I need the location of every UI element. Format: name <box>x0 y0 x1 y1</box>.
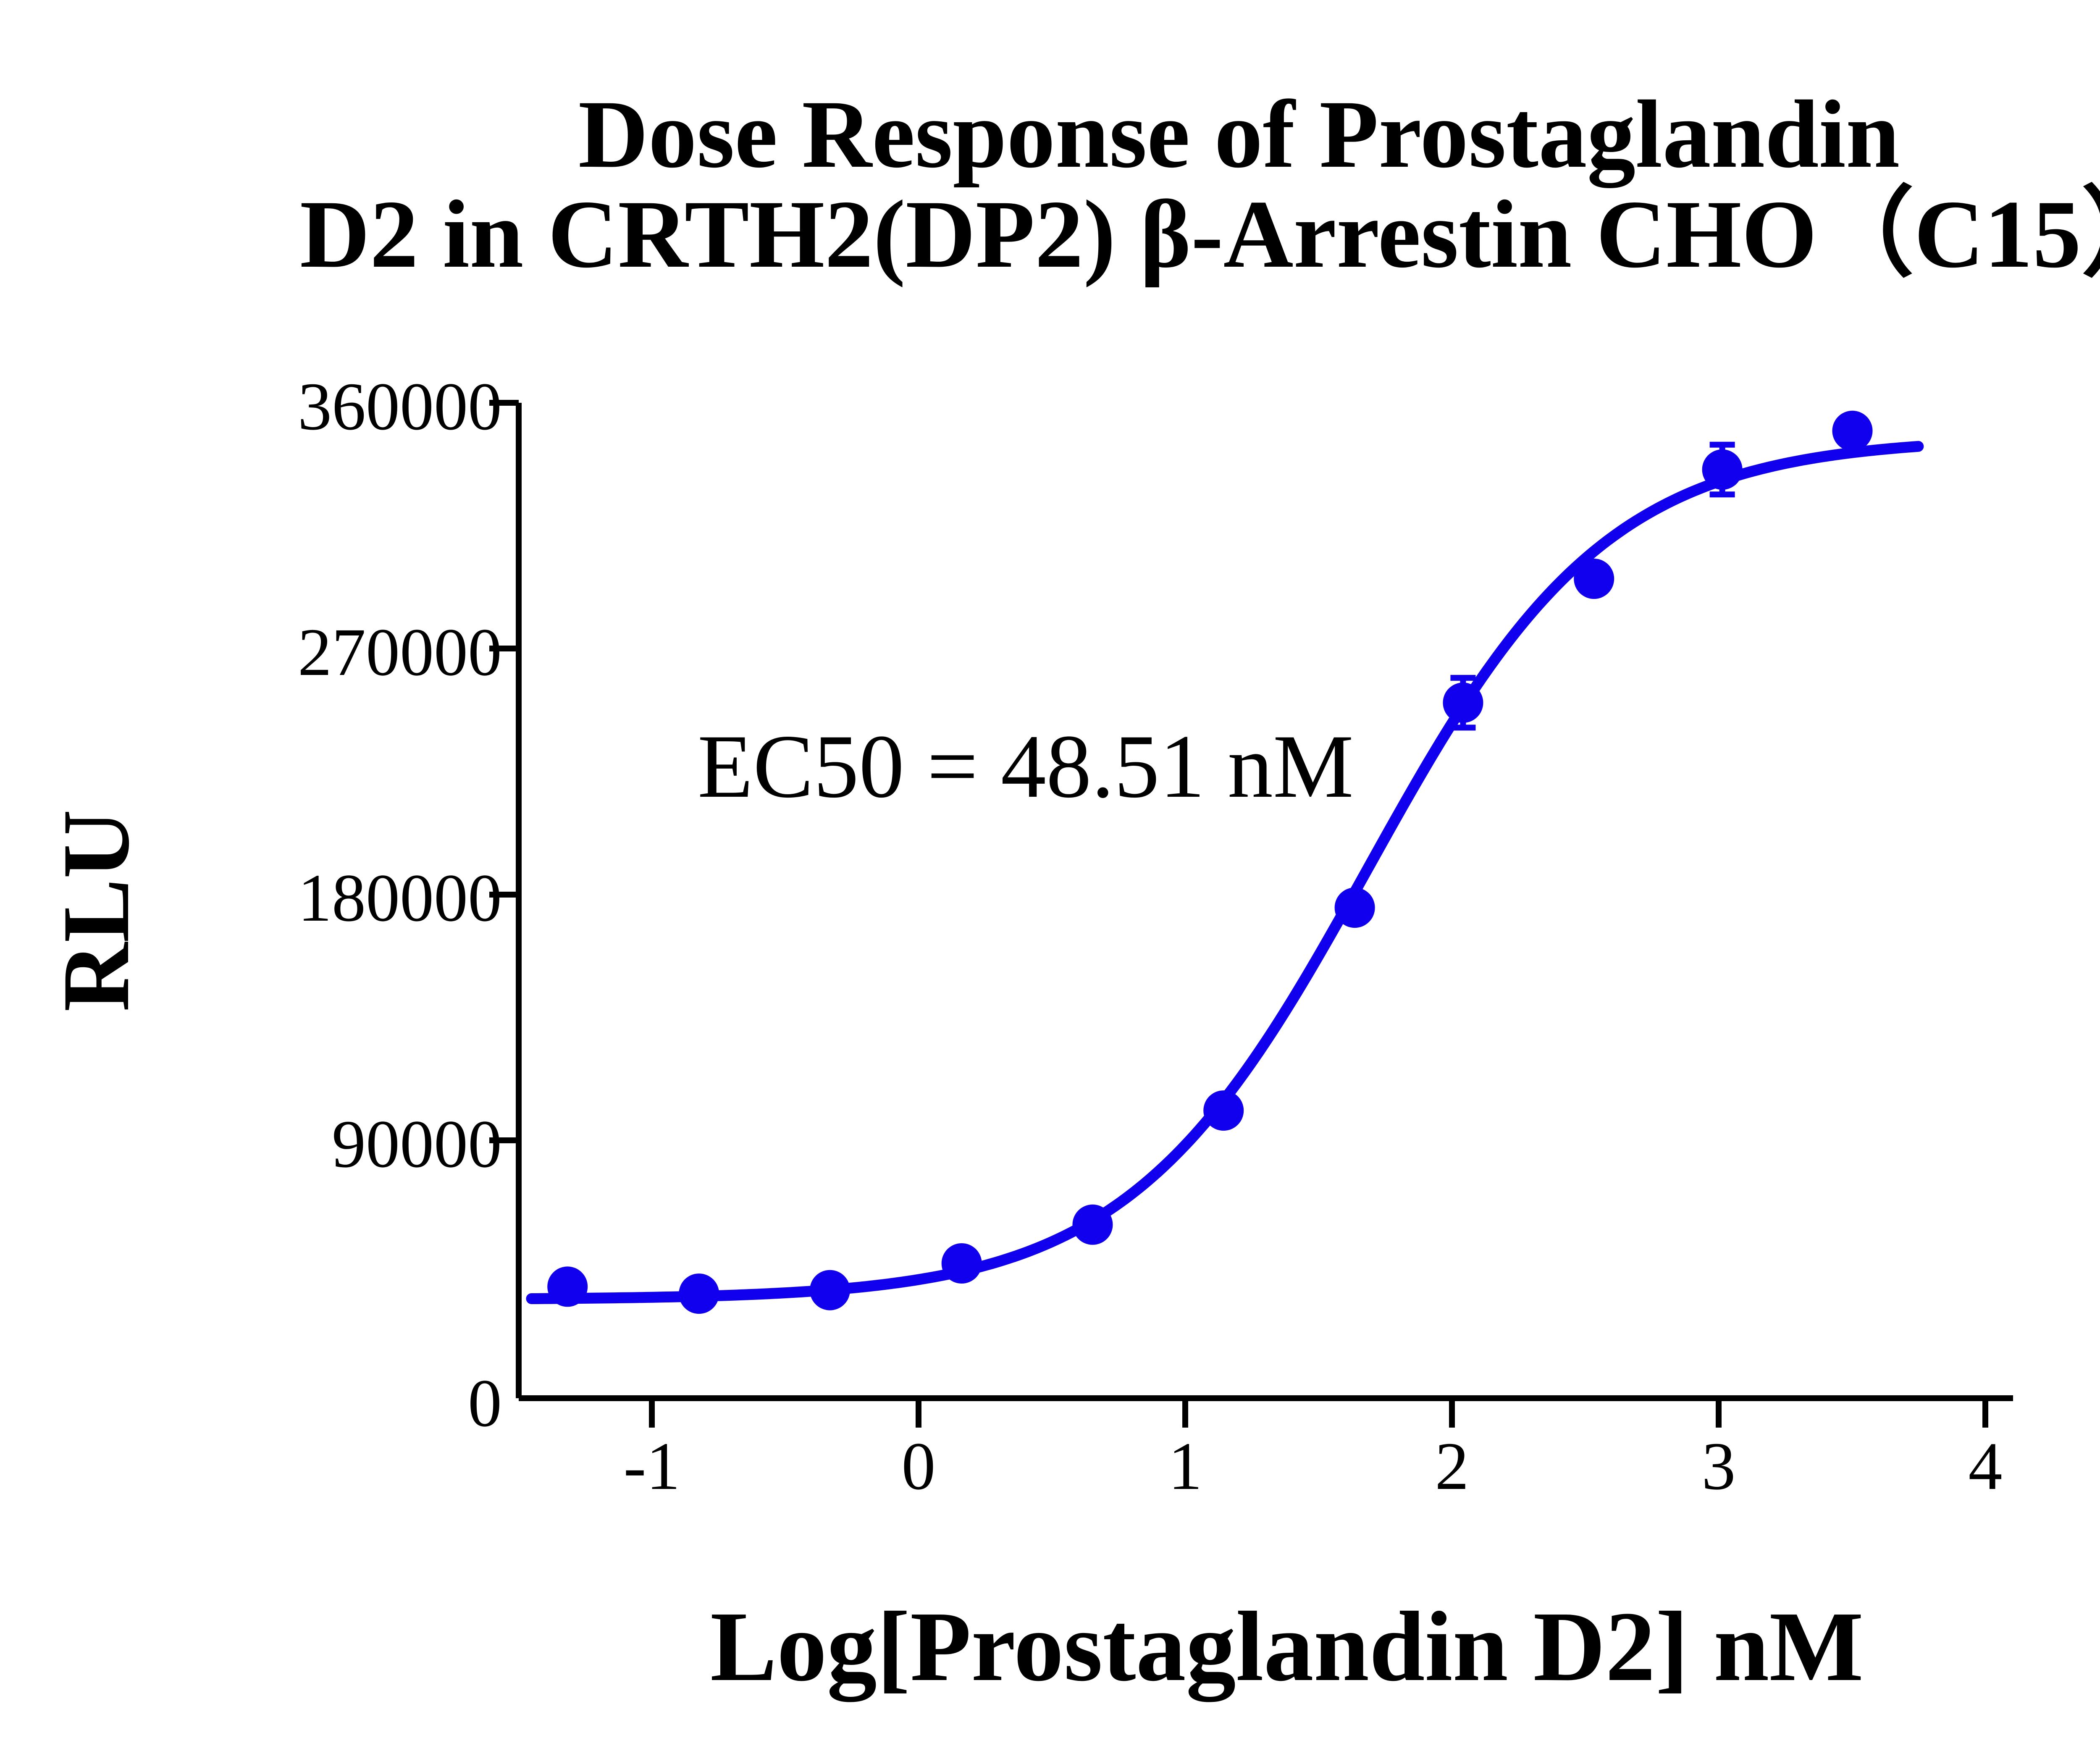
svg-text:0: 0 <box>902 1429 936 1504</box>
svg-text:D2 in CRTH2(DP2) β-Arrestin CH: D2 in CRTH2(DP2) β-Arrestin CHO（C15） <box>300 180 2100 288</box>
svg-text:0: 0 <box>468 1366 502 1441</box>
svg-text:RLU: RLU <box>43 809 149 1011</box>
svg-text:-1: -1 <box>624 1429 680 1504</box>
svg-text:180000: 180000 <box>298 861 502 936</box>
svg-text:1: 1 <box>1168 1429 1202 1504</box>
svg-text:Dose Response of Prostaglandin: Dose Response of Prostaglandin <box>578 80 1900 188</box>
svg-text:90000: 90000 <box>332 1107 502 1182</box>
svg-text:Log[Prostaglandin D2] nM: Log[Prostaglandin D2] nM <box>710 1591 1864 1702</box>
svg-text:4: 4 <box>1969 1429 2003 1504</box>
svg-text:EC50 = 48.51 nM: EC50 = 48.51 nM <box>698 716 1354 816</box>
svg-text:270000: 270000 <box>298 615 502 690</box>
svg-text:2: 2 <box>1435 1429 1469 1504</box>
svg-text:3: 3 <box>1702 1429 1736 1504</box>
svg-text:360000: 360000 <box>298 369 502 444</box>
